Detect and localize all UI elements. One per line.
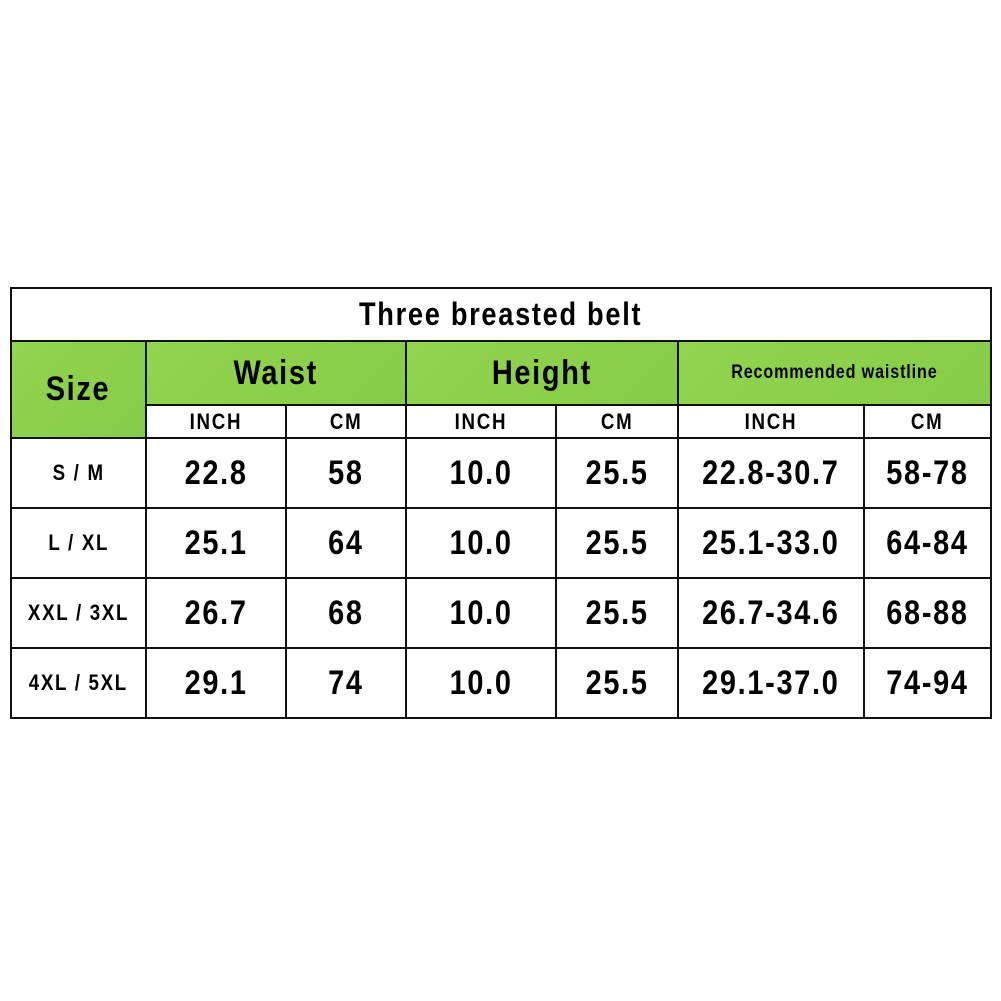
table-cell: 10.0 xyxy=(405,437,557,509)
height-header: Height xyxy=(405,340,679,406)
table-cell: 64-84 xyxy=(862,507,993,579)
table-cell: 74-94 xyxy=(862,647,993,719)
unit-header: INCH xyxy=(405,404,557,439)
table-cell: 58 xyxy=(285,437,407,509)
size-label: XXL / 3XL xyxy=(10,577,147,649)
size-label: S / M xyxy=(10,437,147,509)
table-cell: 25.1 xyxy=(145,507,287,579)
table-row: S / M 22.8 58 10.0 25.5 22.8-30.7 58-78 xyxy=(10,437,993,509)
waist-header: Waist xyxy=(145,340,407,406)
table-cell: 10.0 xyxy=(405,647,557,719)
table-cell: 25.5 xyxy=(555,647,679,719)
unit-header: CM xyxy=(285,404,407,439)
table-row: XXL / 3XL 26.7 68 10.0 25.5 26.7-34.6 68-88 xyxy=(10,577,993,649)
table-cell: 26.7 xyxy=(145,577,287,649)
table-cell: 29.1 xyxy=(145,647,287,719)
unit-header: INCH xyxy=(677,404,865,439)
unit-header: CM xyxy=(862,404,993,439)
size-label: 4XL / 5XL xyxy=(10,647,147,719)
table-row: 4XL / 5XL 29.1 74 10.0 25.5 29.1-37.0 74-94 xyxy=(10,647,993,719)
table-cell: 68 xyxy=(285,577,407,649)
table-cell: 64 xyxy=(285,507,407,579)
table-cell: 22.8 xyxy=(145,437,287,509)
unit-header: CM xyxy=(555,404,679,439)
table-title: Three breasted belt xyxy=(9,287,993,342)
table-cell: 10.0 xyxy=(405,577,557,649)
table-cell: 25.5 xyxy=(555,577,679,649)
table-cell: 29.1-37.0 xyxy=(677,647,865,719)
table-cell: 68-88 xyxy=(862,577,993,649)
table-row: L / XL 25.1 64 10.0 25.5 25.1-33.0 64-84 xyxy=(10,507,993,579)
size-header: Size xyxy=(10,340,147,439)
table-cell: 10.0 xyxy=(405,507,557,579)
unit-header: INCH xyxy=(145,404,287,439)
table-cell: 25.1-33.0 xyxy=(677,507,865,579)
recommended-waistline-header: Recommended waistline xyxy=(676,340,993,406)
table-cell: 22.8-30.7 xyxy=(677,437,865,509)
table-cell: 26.7-34.6 xyxy=(677,577,865,649)
table-cell: 74 xyxy=(285,647,407,719)
table-cell: 58-78 xyxy=(862,437,993,509)
size-label: L / XL xyxy=(10,507,147,579)
table-cell: 25.5 xyxy=(555,437,679,509)
size-chart-table: Three breasted belt Size Waist Height Re… xyxy=(9,287,993,719)
table-cell: 25.5 xyxy=(555,507,679,579)
